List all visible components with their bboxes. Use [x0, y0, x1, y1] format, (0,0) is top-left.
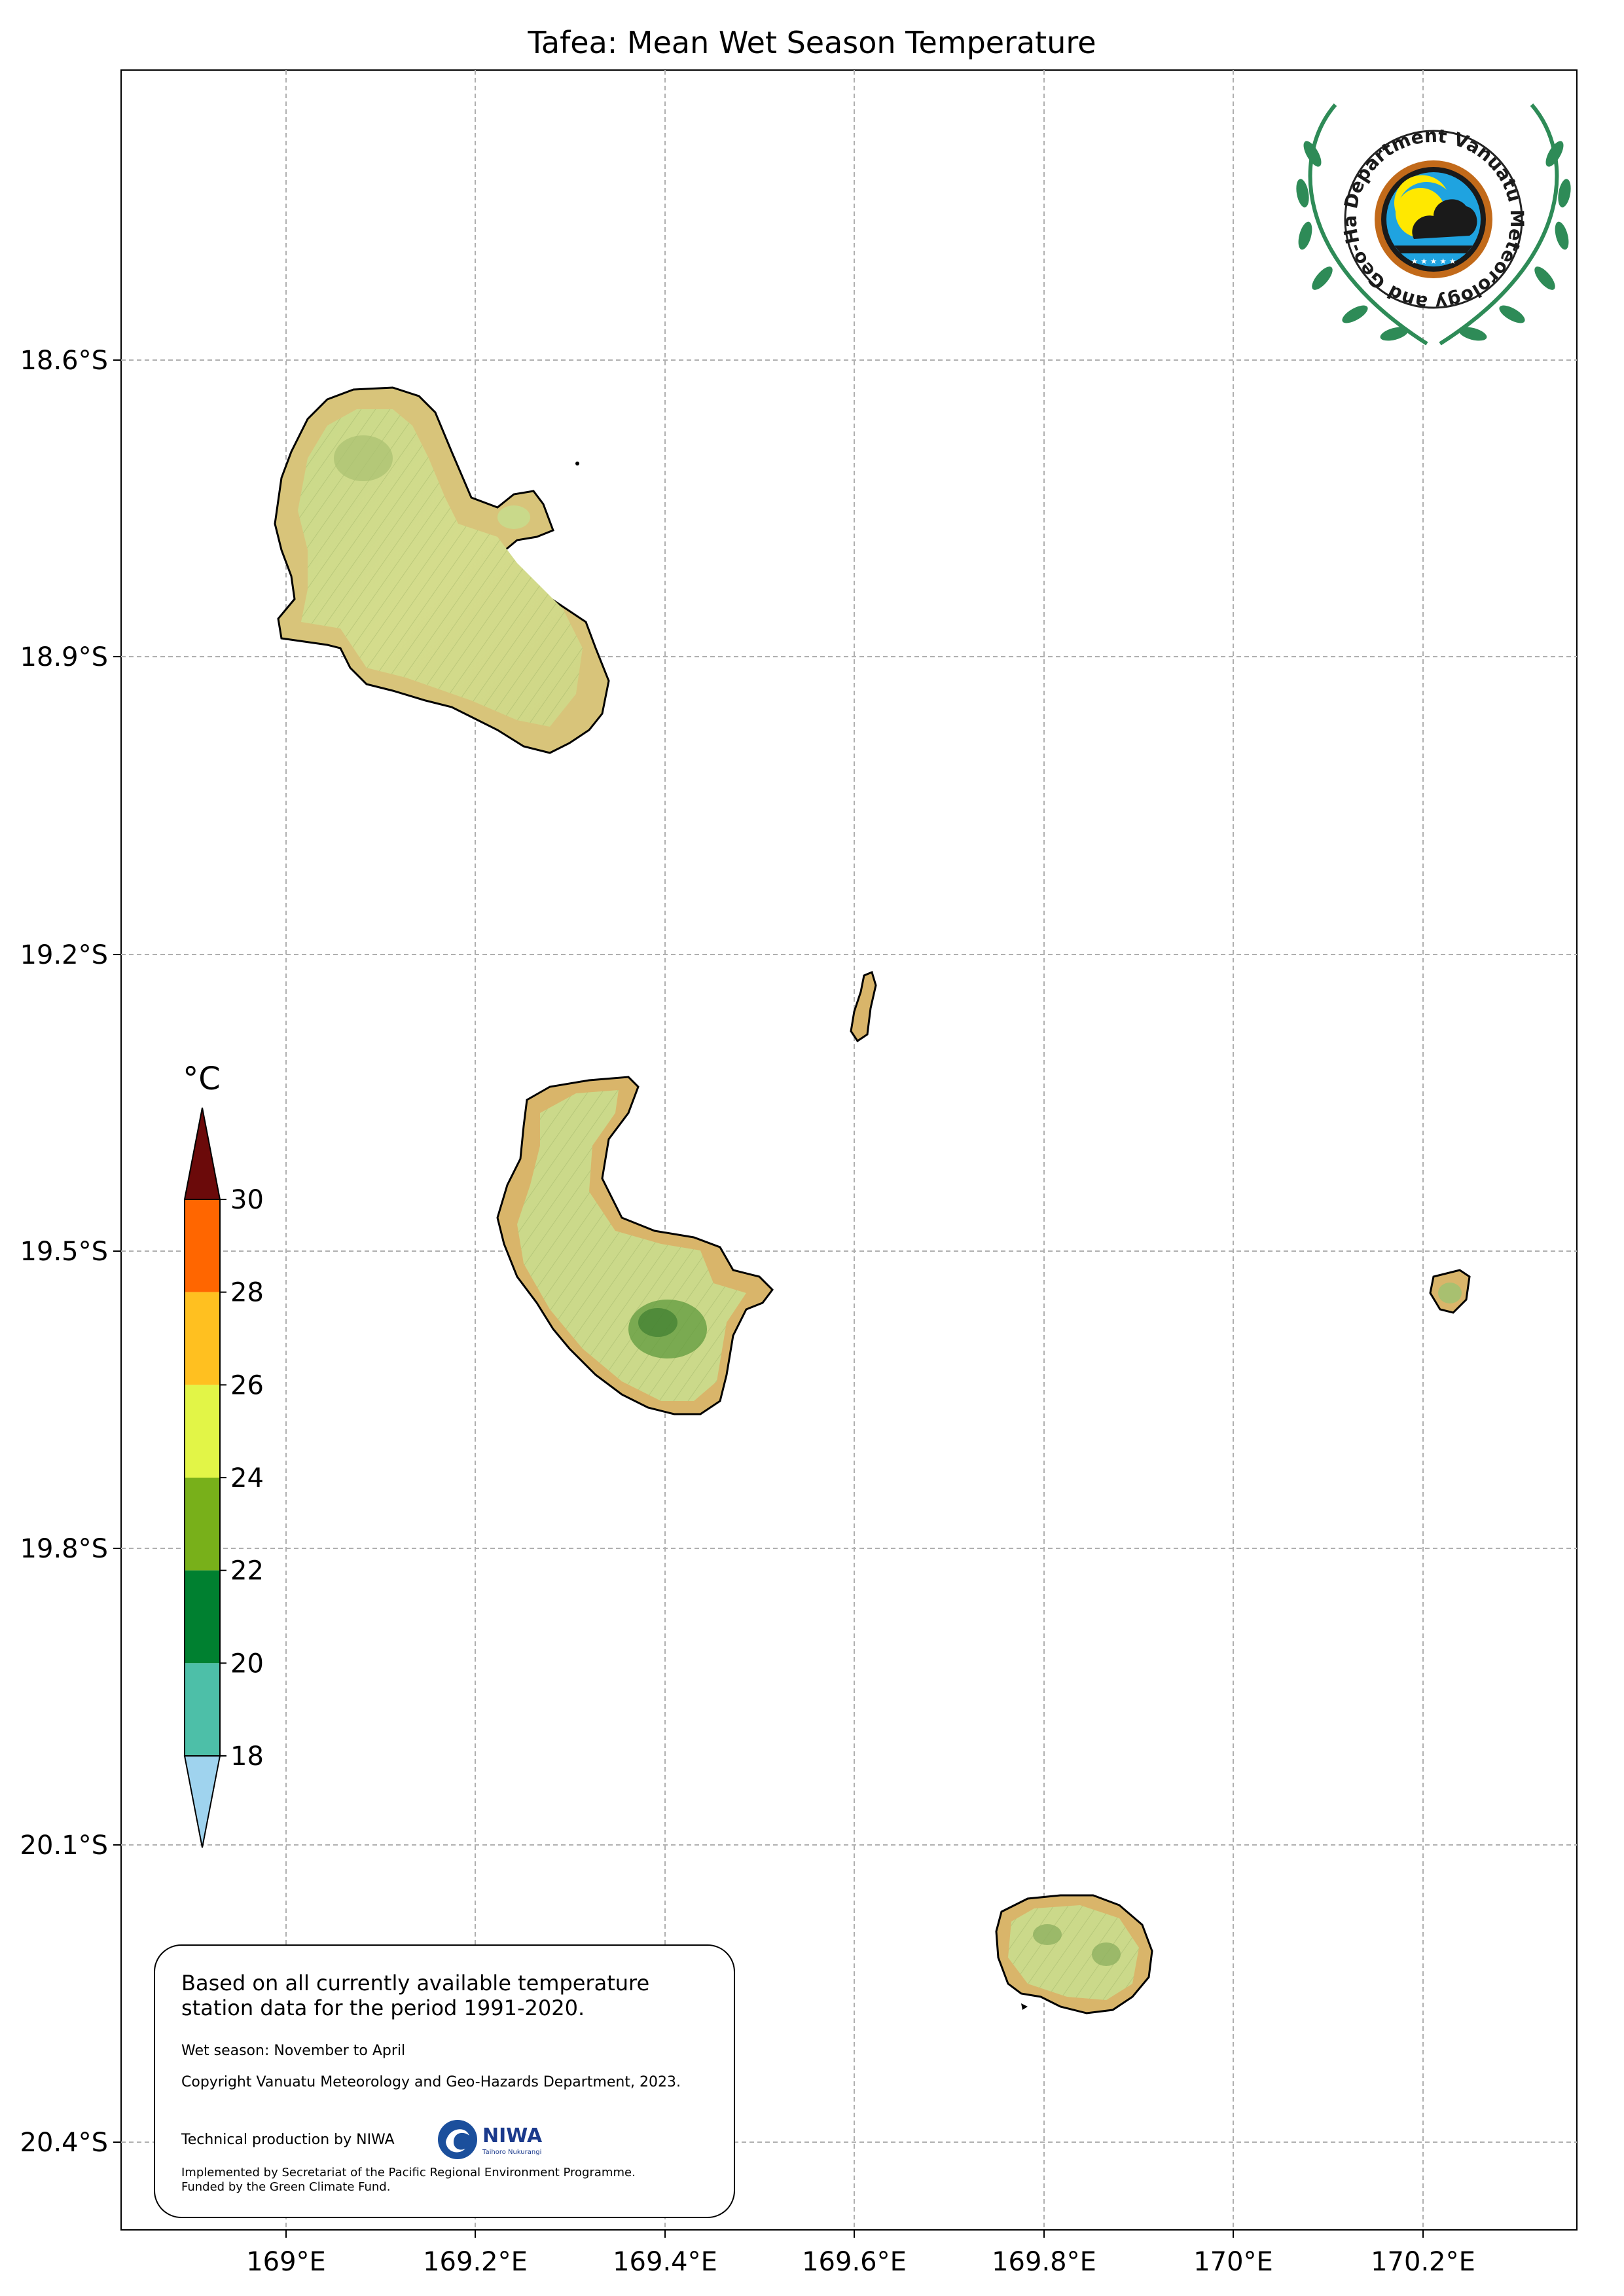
colorbar-tick-label: 24: [230, 1463, 264, 1493]
colorbar-band: [185, 1385, 220, 1478]
lon-tick-label: 170.2°E: [1371, 2247, 1475, 2277]
lon-tick-label: 169.6°E: [802, 2247, 907, 2277]
colorbar-band: [185, 1663, 220, 1756]
lon-tick-label: 169°E: [246, 2247, 326, 2277]
island-aniwa: [850, 970, 877, 1043]
notes-copyright: Copyright Vanuatu Meteorology and Geo-Ha…: [181, 2074, 681, 2090]
svg-text:★ ★ ★ ★ ★: ★ ★ ★ ★ ★: [1411, 257, 1456, 266]
island-tanna: [496, 1076, 774, 1415]
notes-line-1: Based on all currently available tempera…: [181, 1971, 650, 1995]
colorbar-band: [185, 1570, 220, 1664]
map-title: Tafea: Mean Wet Season Temperature: [528, 25, 1096, 60]
graticule: [121, 70, 1577, 2230]
notes-season: Wet season: November to April: [181, 2043, 406, 2059]
notes-funded: Funded by the Green Climate Fund.: [181, 2180, 391, 2194]
island-futuna: [1429, 1269, 1471, 1314]
lat-tick-label: 19.5°S: [20, 1237, 108, 1267]
colorbar-tick-label: 20: [230, 1649, 264, 1679]
vmgd-logo: Department Vanuatu Meteorology and Geo-H…: [1296, 103, 1571, 346]
island-erromango: [274, 386, 610, 754]
colorbar-tick-label: 18: [230, 1741, 264, 1772]
colorbar-band: [185, 1292, 220, 1385]
lat-tick-label: 18.9°S: [20, 642, 108, 672]
lat-tick-label: 18.6°S: [20, 346, 108, 376]
laurel-wreath-icon: [1308, 103, 1559, 346]
lon-tick-label: 170°E: [1193, 2247, 1273, 2277]
colorbar-tick-label: 28: [230, 1278, 264, 1308]
colorbar-tick-label: 30: [230, 1185, 264, 1215]
lat-tick-label: 20.4°S: [20, 2128, 108, 2158]
lat-tick-label: 19.2°S: [20, 940, 108, 970]
notes-production: Technical production by NIWA: [181, 2132, 395, 2148]
island-aneityum: [995, 1894, 1153, 2014]
lon-tick-label: 169.2°E: [423, 2247, 528, 2277]
info-box: Based on all currently available tempera…: [154, 1944, 735, 2218]
niwa-sub: Taihoro Nukurangi: [482, 2149, 541, 2156]
lat-tick-label: 19.8°S: [20, 1534, 108, 1564]
lon-tick-label: 169.8°E: [992, 2247, 1096, 2277]
longitude-labels: 169°E 169.2°E 169.4°E 169.6°E 169.8°E 170°E 17…: [246, 2230, 1475, 2277]
niwa-swirl-icon: [438, 2120, 477, 2159]
lon-tick-label: 169.4°E: [613, 2247, 717, 2277]
niwa-logo: NIWA Taihoro Nukurangi: [437, 2116, 568, 2163]
colorbar: °C 30 28 26 24 22 20 18: [183, 1061, 264, 1848]
latitude-labels: 18.6°S 18.9°S 19.2°S 19.5°S 19.8°S 20.1°S 20.4…: [20, 346, 121, 2158]
colorbar-unit: °C: [183, 1061, 221, 1097]
niwa-label: NIWA: [482, 2124, 543, 2147]
colorbar-band: [185, 1478, 220, 1571]
colorbar-band: [185, 1199, 220, 1292]
colorbar-tick-label: 26: [230, 1370, 264, 1400]
islands: [274, 386, 1471, 2014]
notes-line-2: station data for the period 1991-2020.: [181, 1995, 585, 2020]
notes-implemented: Implemented by Secretariat of the Pacifi…: [181, 2166, 636, 2179]
colorbar-tick-label: 22: [230, 1556, 264, 1586]
lat-tick-label: 20.1°S: [20, 1831, 108, 1861]
